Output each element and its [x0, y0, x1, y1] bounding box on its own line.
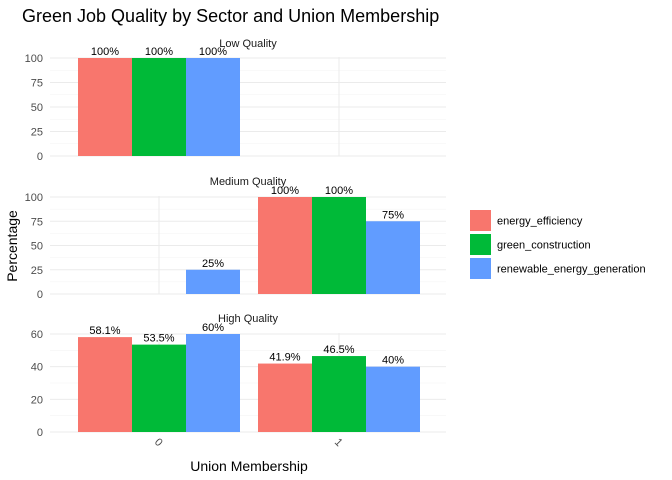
- data-label: 25%: [202, 258, 224, 270]
- bar-energy_efficiency: [78, 337, 132, 432]
- data-label: 53.5%: [143, 333, 174, 345]
- data-label: 100%: [145, 46, 173, 58]
- x-tick-label: 0: [152, 436, 165, 449]
- facet-panel: Low Quality 0 25 50 75 100 100% 100% 100%: [25, 38, 446, 163]
- data-label: 60%: [202, 322, 224, 334]
- data-label: 100%: [271, 185, 299, 197]
- facet-label: Low Quality: [219, 38, 277, 50]
- bar-renewable_energy_generation: [186, 58, 240, 156]
- y-tick-label: 100: [25, 53, 43, 65]
- x-axis-title: Union Membership: [190, 458, 308, 474]
- legend-key: [470, 210, 491, 231]
- facet-label: Medium Quality: [210, 176, 287, 188]
- bar-energy_efficiency: [258, 197, 312, 294]
- bar-green_construction: [132, 344, 186, 432]
- y-tick-label: 0: [37, 289, 43, 301]
- facet-panel: Medium Quality 0 25 50 75 100 100% 100% 25% 75%: [25, 176, 446, 301]
- y-tick-label: 0: [37, 151, 43, 163]
- y-tick-label: 75: [31, 78, 43, 90]
- bar-energy_efficiency: [258, 363, 312, 432]
- y-tick-label: 50: [31, 102, 43, 114]
- y-tick-label: 0: [37, 427, 43, 439]
- y-tick-label: 40: [31, 362, 43, 374]
- y-tick-label: 60: [31, 329, 43, 341]
- data-label: 58.1%: [89, 325, 120, 337]
- data-label: 100%: [325, 185, 353, 197]
- y-tick-label: 25: [31, 127, 43, 139]
- legend-label: energy_efficiency: [497, 216, 583, 228]
- legend-key: [470, 234, 491, 255]
- legend-key: [470, 258, 491, 279]
- data-label: 40%: [382, 355, 404, 367]
- facet-label: High Quality: [218, 313, 278, 325]
- y-tick-label: 20: [31, 394, 43, 406]
- y-tick-label: 75: [31, 216, 43, 228]
- chart-title: Green Job Quality by Sector and Union Me…: [22, 6, 439, 26]
- data-label: 100%: [199, 46, 227, 58]
- bar-energy_efficiency: [78, 58, 132, 156]
- data-label: 46.5%: [323, 344, 354, 356]
- y-tick-label: 50: [31, 241, 43, 253]
- data-label: 75%: [382, 209, 404, 221]
- bar-renewable_energy_generation: [186, 269, 240, 294]
- legend-label: renewable_energy_generation: [497, 264, 646, 276]
- y-tick-label: 100: [25, 192, 43, 204]
- bar-green_construction: [132, 58, 186, 156]
- facet-panel: High Quality 0 20 40 60 58.1% 41.9% 53.5% 46.5% 6…: [31, 313, 446, 439]
- y-axis-title: Percentage: [4, 210, 20, 282]
- legend: energy_efficiency green_constructionrenew…: [470, 210, 646, 279]
- legend-label: green_construction: [497, 240, 591, 252]
- data-label: 100%: [91, 46, 119, 58]
- y-tick-label: 25: [31, 265, 43, 277]
- bar-renewable_energy_generation: [366, 221, 420, 294]
- data-label: 41.9%: [269, 352, 300, 364]
- bar-renewable_energy_generation: [366, 366, 420, 432]
- x-tick-label: 1: [332, 436, 345, 449]
- bar-renewable_energy_generation: [186, 334, 240, 432]
- bar-green_construction: [312, 356, 366, 432]
- bar-green_construction: [312, 197, 366, 294]
